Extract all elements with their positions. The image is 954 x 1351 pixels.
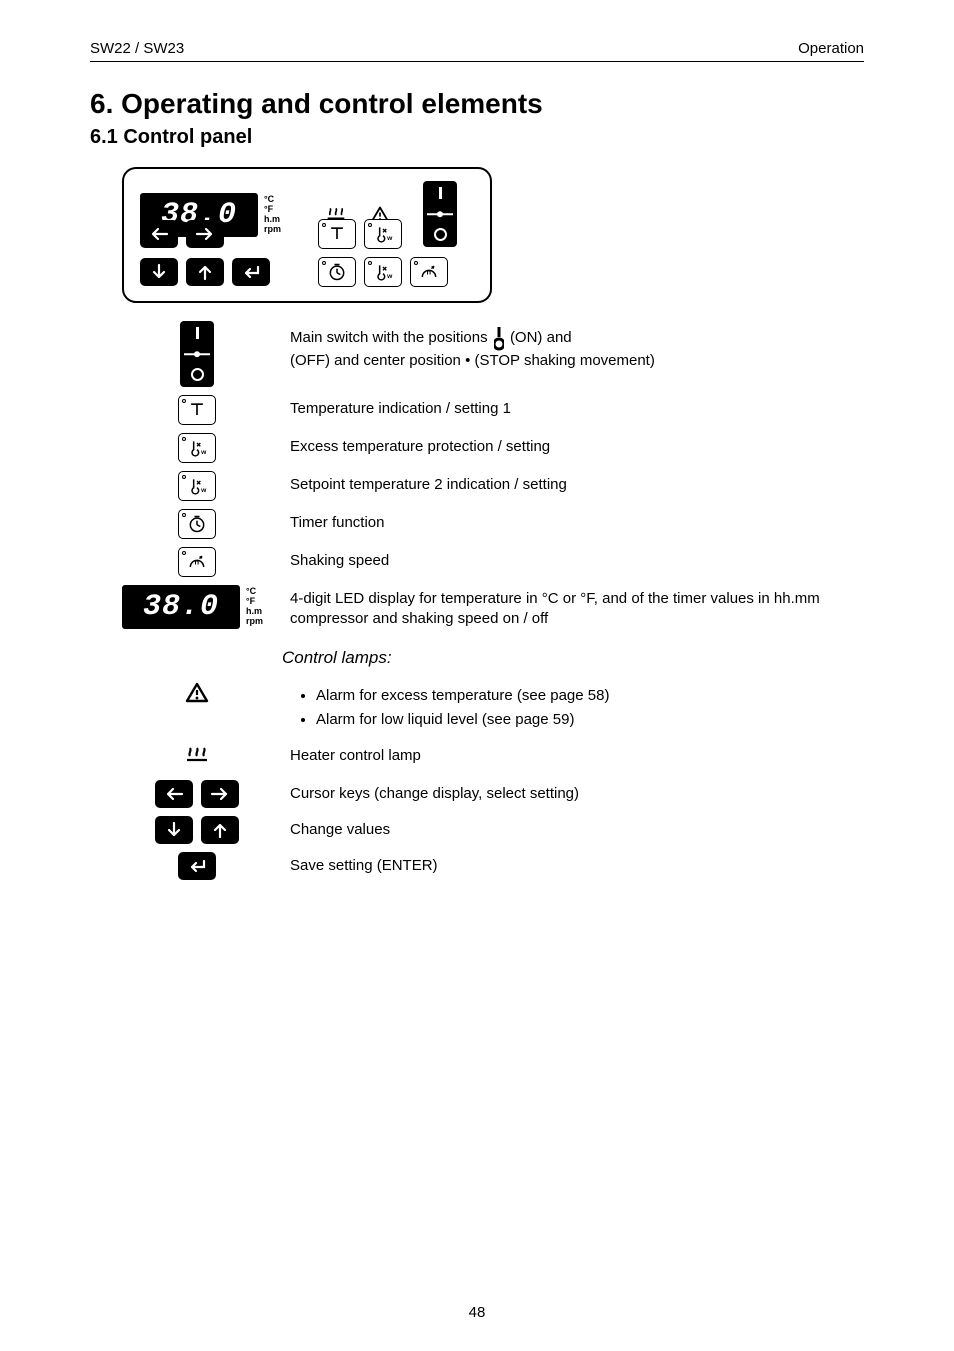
legend-list: Main switch with the positions (ON) and … — [122, 321, 864, 880]
header-section: Operation — [798, 40, 864, 57]
right-arrow-button[interactable] — [186, 220, 224, 248]
down-arrow-button[interactable] — [140, 258, 178, 286]
timer-legend-text: Timer function — [290, 509, 864, 533]
speed-legend-text: Shaking speed — [290, 547, 864, 571]
header-model: SW22 / SW23 — [90, 40, 184, 57]
svg-text:w: w — [200, 487, 207, 494]
leftright-legend-icon — [155, 780, 239, 808]
excess-lower-legend-text: Setpoint temperature 2 indication / sett… — [290, 471, 864, 495]
left-arrow-button[interactable] — [140, 220, 178, 248]
led-units: °C °F h.m rpm — [264, 195, 281, 235]
control-lamps-label: Control lamps: — [282, 648, 864, 668]
temperature-legend-icon — [178, 395, 216, 425]
section-title: 6. Operating and control elements — [90, 88, 864, 120]
timer-button[interactable] — [318, 257, 356, 287]
temperature-button[interactable] — [318, 219, 356, 249]
led-legend-icon: 38.0 °C °F h.m rpm — [122, 585, 263, 629]
enter-legend-text: Save setting (ENTER) — [290, 852, 864, 876]
section-subtitle: 6.1 Control panel — [90, 126, 864, 149]
main-switch-legend-icon — [180, 321, 214, 387]
main-switch[interactable] — [423, 181, 457, 247]
led-legend-text: 4-digit LED display for temperature in °… — [290, 585, 864, 630]
temperature-legend-text: Temperature indication / setting 1 — [290, 395, 864, 419]
main-switch-legend-text: Main switch with the positions (ON) and … — [290, 321, 864, 371]
heat-legend-text: Heater control lamp — [290, 742, 864, 766]
svg-text:n: n — [195, 558, 200, 567]
updown-legend-icon — [155, 816, 239, 844]
timer-legend-icon — [178, 509, 216, 539]
svg-text:w: w — [386, 273, 393, 280]
excess-temp-upper-button[interactable]: w — [364, 219, 402, 249]
alarm-legend-icon — [180, 678, 214, 708]
svg-text:w: w — [200, 449, 207, 456]
updown-legend-text: Change values — [290, 816, 864, 840]
heat-legend-icon — [180, 742, 214, 772]
excess-upper-legend-text: Excess temperature protection / setting — [290, 433, 864, 457]
speed-button[interactable]: n — [410, 257, 448, 287]
speed-legend-icon: n — [178, 547, 216, 577]
leftright-legend-text: Cursor keys (change display, select sett… — [290, 780, 864, 804]
alarm-legend-text: Alarm for excess temperature (see page 5… — [290, 678, 864, 735]
excess-temp-lower-button[interactable]: w — [364, 257, 402, 287]
enter-legend-icon — [178, 852, 216, 880]
svg-text:w: w — [386, 235, 393, 242]
enter-button[interactable] — [232, 258, 270, 286]
excess-upper-legend-icon: w — [178, 433, 216, 463]
up-arrow-button[interactable] — [186, 258, 224, 286]
control-panel-diagram: 38.0 °C °F h.m rpm — [122, 167, 492, 303]
excess-lower-legend-icon: w — [178, 471, 216, 501]
svg-text:n: n — [427, 268, 432, 277]
page-number: 48 — [0, 1304, 954, 1321]
page-header: SW22 / SW23 Operation — [90, 40, 864, 62]
